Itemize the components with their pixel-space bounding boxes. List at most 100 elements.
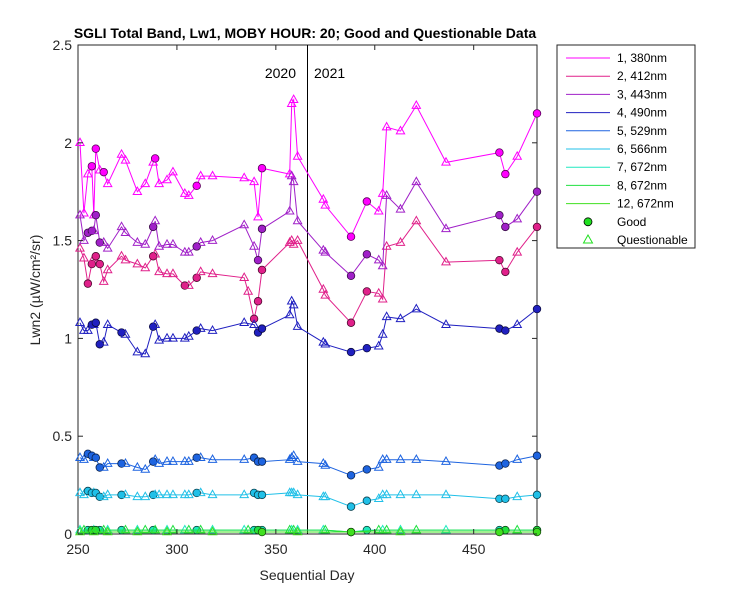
questionable-point — [239, 489, 250, 499]
questionable-point — [286, 452, 297, 461]
questionable-point — [78, 524, 89, 534]
questionable-point — [116, 250, 127, 260]
questionable-point — [249, 240, 260, 250]
questionable-point — [132, 186, 143, 195]
good-point — [362, 343, 372, 353]
good-point — [257, 490, 267, 500]
questionable-point — [288, 299, 299, 309]
good-point — [495, 527, 504, 537]
questionable-point — [183, 330, 194, 340]
questionable-point — [183, 489, 194, 499]
questionable-point — [162, 456, 173, 465]
questionable-point — [120, 457, 131, 467]
questionable-point — [150, 215, 161, 225]
good-point — [257, 457, 267, 466]
questionable-point — [154, 334, 165, 344]
questionable-point — [512, 319, 523, 328]
questionable-point — [78, 207, 89, 217]
legend-swatch-good — [583, 217, 593, 227]
y-tick-label: 1 — [64, 330, 72, 346]
y-axis-title: Lwn2 (µW/cm²/sr) — [27, 235, 43, 346]
good-point — [362, 250, 372, 259]
questionable-point — [320, 524, 331, 534]
questionable-point — [395, 526, 406, 536]
questionable-point — [292, 456, 303, 465]
good-point — [148, 222, 158, 232]
questionable-point — [207, 268, 218, 278]
questionable-point — [140, 491, 151, 501]
questionable-point — [82, 168, 93, 178]
x-tick-label: 350 — [264, 541, 288, 557]
questionable-point — [162, 526, 173, 536]
y-axis: 0 0.5 1 1.5 2 2.5 — [53, 37, 537, 542]
questionable-point — [140, 262, 151, 272]
questionable-point — [320, 199, 331, 209]
questionable-point — [167, 166, 178, 176]
questionable-point — [132, 236, 143, 246]
legend-label-2-412nm: 2, 412nm — [617, 69, 667, 83]
questionable-point — [102, 264, 113, 274]
good-point — [83, 279, 93, 288]
questionable-point — [207, 454, 218, 463]
questionable-point — [395, 236, 406, 246]
questionable-point — [440, 156, 451, 166]
questionable-point — [167, 489, 178, 499]
questionable-point — [440, 223, 451, 233]
good-point — [532, 451, 542, 460]
questionable-point — [120, 489, 131, 499]
questionable-point — [284, 205, 295, 215]
questionable-point — [440, 319, 451, 328]
questionable-point — [74, 317, 85, 327]
good-point — [150, 154, 160, 163]
questionable-point — [381, 311, 392, 321]
questionable-point — [512, 524, 523, 534]
year-label-2020: 2020 — [265, 65, 296, 81]
x-tick-label: 450 — [462, 541, 486, 557]
questionable-point — [395, 203, 406, 213]
questionable-point — [120, 227, 131, 237]
questionable-point — [150, 319, 161, 328]
questionable-point — [132, 346, 143, 356]
questionable-point — [132, 524, 143, 534]
good-point — [346, 527, 356, 537]
questionable-point — [154, 266, 165, 276]
good-point — [362, 287, 372, 296]
good-point — [495, 210, 504, 220]
questionable-point — [162, 268, 173, 278]
questionable-point — [381, 121, 392, 131]
questionable-point — [120, 154, 131, 164]
questionable-point — [195, 524, 206, 534]
legend-label-4-490nm: 4, 490nm — [617, 106, 667, 120]
questionable-point — [132, 491, 143, 501]
questionable-point — [88, 225, 99, 235]
questionable-point — [320, 338, 331, 348]
questionable-point — [74, 209, 85, 219]
good-point — [362, 465, 372, 474]
series-6-566nm — [74, 486, 542, 511]
legend-box — [556, 44, 696, 249]
questionable-point — [162, 332, 173, 342]
questionable-point — [162, 174, 173, 184]
questionable-point — [320, 491, 331, 501]
series-5-529nm — [74, 449, 542, 480]
questionable-point — [395, 489, 406, 499]
questionable-point — [239, 272, 250, 282]
questionable-point — [183, 524, 194, 534]
questionable-point — [395, 524, 406, 534]
questionable-point — [74, 137, 85, 147]
questionable-point — [440, 489, 451, 499]
questionable-point — [292, 215, 303, 225]
questionable-point — [183, 279, 194, 289]
questionable-point — [288, 450, 299, 460]
questionable-point — [284, 309, 295, 319]
questionable-point — [512, 491, 523, 501]
questionable-point — [288, 176, 299, 186]
questionable-point — [179, 332, 190, 342]
questionable-point — [318, 244, 329, 254]
questionable-point — [98, 491, 109, 501]
questionable-point — [288, 487, 299, 497]
legend-label-3-443nm: 3, 443nm — [617, 87, 667, 101]
y-tick-label: 1.5 — [53, 233, 73, 249]
questionable-point — [249, 319, 260, 328]
good-point — [346, 271, 356, 281]
